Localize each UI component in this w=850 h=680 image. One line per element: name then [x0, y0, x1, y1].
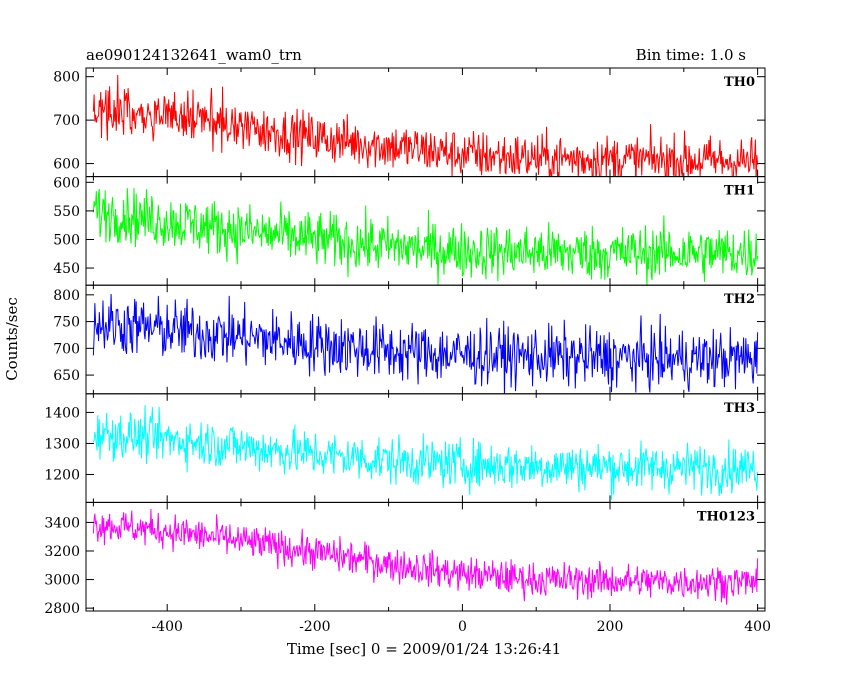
panel-label-th0123: TH0123 — [697, 509, 755, 524]
panel-label-th1: TH1 — [724, 184, 755, 199]
panel-th2: 650 700 750 800 TH2 — [53, 284, 766, 395]
y-axis-label: Counts/sec — [3, 297, 21, 381]
y-tick-label: 3400 — [44, 515, 80, 531]
y-tick-label: 1300 — [44, 436, 80, 452]
panel-frame — [85, 501, 766, 612]
series-th3 — [92, 405, 759, 500]
y-tick-label: 500 — [53, 232, 80, 248]
y-tick-label: 3000 — [44, 573, 80, 589]
x-tick-label: 200 — [597, 619, 624, 635]
y-tick-label: 800 — [53, 288, 80, 304]
panel-th1: 450 500 550 600 TH1 — [53, 175, 766, 286]
series-th2 — [92, 293, 759, 394]
bin-time-label: Bin time: 1.0 s — [636, 46, 746, 64]
panel-th0123: 2800 3000 3200 3400 TH0123 — [44, 501, 766, 617]
x-tick-label: 0 — [458, 619, 467, 635]
series-th0 — [92, 74, 759, 177]
x-tick-label: -400 — [151, 619, 182, 635]
y-tick-label: 550 — [53, 204, 80, 220]
x-tick-label: 400 — [744, 619, 771, 635]
y-tick-label: 3200 — [44, 544, 80, 560]
y-tick-label: 700 — [53, 341, 80, 357]
panel-frame — [85, 67, 766, 178]
y-tick-label: 1400 — [44, 405, 80, 421]
y-tick-label: 600 — [53, 157, 80, 173]
y-tick-label: 450 — [53, 261, 80, 277]
y-tick-label: 600 — [53, 175, 80, 191]
series-th1 — [92, 188, 759, 286]
chart-title: ae090124132641_wam0_trn — [86, 46, 302, 64]
y-tick-label: 2800 — [44, 601, 80, 617]
x-axis-label: Time [sec] 0 = 2009/01/24 13:26:41 — [287, 640, 561, 658]
y-tick-label: 700 — [53, 113, 80, 129]
series-th0123 — [92, 508, 759, 605]
panel-label-th0: TH0 — [724, 75, 755, 90]
panels-group: 600 700 800 TH0 450 500 550 600 TH1 650 700 750 800 T… — [44, 67, 766, 617]
y-tick-label: 800 — [53, 70, 80, 86]
y-tick-label: 650 — [53, 368, 80, 384]
panel-label-th3: TH3 — [724, 401, 755, 416]
y-tick-label: 750 — [53, 315, 80, 331]
x-tick-label: -200 — [299, 619, 330, 635]
panel-th0: 600 700 800 TH0 — [53, 67, 766, 178]
x-axis: -400 -200 0 200 400 — [151, 619, 771, 635]
panel-label-th2: TH2 — [724, 292, 755, 307]
y-tick-label: 1200 — [44, 467, 80, 483]
panel-th3: 1200 1300 1400 TH3 — [44, 393, 766, 503]
